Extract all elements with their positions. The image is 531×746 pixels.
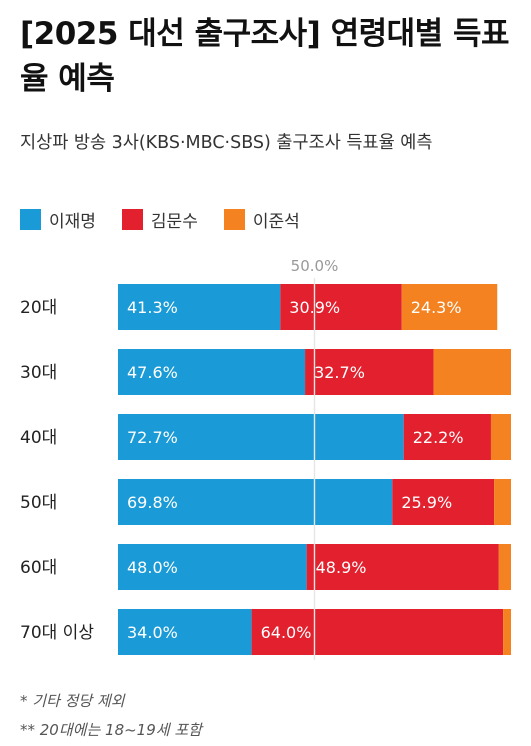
legend-label-kim-moonsoo: 김문수: [150, 211, 198, 232]
category-label-5: 60대: [20, 558, 57, 578]
legend-item-lee-junseok: 이준석: [223, 207, 300, 232]
category-label-3: 40대: [20, 428, 57, 448]
legend-item-kim-moonsoo: 김문수: [121, 207, 198, 232]
bar-segment-s2-row4: [392, 479, 495, 525]
bar-segment-s2-row1: [280, 284, 402, 330]
bar-segment-s2-row6: [251, 609, 504, 655]
bar-group: 20대 41.3% 30.9% 24.3%30대 47.6% 32.7%40대 72.7% 2…: [20, 284, 511, 655]
data-label-s1-row2: 47.6%: [127, 363, 178, 382]
bar-segment-s1-row5: [118, 544, 307, 590]
data-label-s3-row1: 24.3%: [411, 298, 462, 317]
legend-swatch-kim-moonsoo: [121, 208, 143, 230]
legend-item-lee-jaemyung: 이재명: [20, 207, 96, 232]
legend: 이재명 김문수 이준석: [20, 206, 300, 232]
bar-segment-s3-row2: [433, 349, 511, 395]
bar-segment-s3-row4: [494, 479, 511, 525]
bar-segment-s1-row4: [118, 479, 393, 525]
data-label-s2-row3: 22.2%: [413, 428, 464, 447]
category-label-4: 50대: [20, 493, 57, 513]
legend-label-lee-jaemyung: 이재명: [49, 211, 96, 232]
legend-label-lee-junseok: 이준석: [252, 211, 300, 232]
chart-subtitle: 지상파 방송 3사(KBS·MBC·SBS) 출구조사 득표율 예측: [20, 133, 433, 153]
data-label-s1-row1: 41.3%: [127, 298, 178, 317]
data-label-s2-row6: 64.0%: [261, 623, 312, 642]
chart-title: [2025 대선 출구조사] 연령대별 득표율 예측: [20, 16, 510, 97]
footnote-1: * 기타 정당 제외: [20, 692, 125, 710]
legend-swatch-lee-jaemyung: [20, 208, 41, 230]
bar-segment-s1-row6: [118, 609, 252, 655]
reference-line-label: 50.0%: [291, 257, 339, 275]
data-label-s1-row6: 34.0%: [127, 623, 178, 642]
bar-segment-s3-row6: [503, 609, 511, 655]
data-label-s2-row2: 32.7%: [314, 363, 365, 382]
bar-segment-s3-row3: [490, 414, 511, 460]
category-label-6: 70대 이상: [20, 623, 94, 643]
bar-segment-s3-row5: [498, 544, 511, 590]
data-label-s1-row3: 72.7%: [127, 428, 178, 447]
data-label-s2-row5: 48.9%: [316, 558, 367, 577]
category-label-1: 20대: [20, 298, 57, 318]
bar-segment-s2-row2: [305, 349, 434, 395]
data-label-s1-row5: 48.0%: [127, 558, 178, 577]
legend-swatch-lee-junseok: [223, 208, 245, 230]
data-label-s2-row4: 25.9%: [401, 493, 452, 512]
category-label-2: 30대: [20, 363, 57, 383]
bar-segment-s1-row2: [118, 349, 306, 395]
bar-segment-s1-row3: [118, 414, 404, 460]
data-label-s1-row4: 69.8%: [127, 493, 178, 512]
reference-line-group: 50.0%: [291, 257, 339, 660]
bar-segment-s1-row1: [118, 284, 281, 330]
bar-segment-s2-row3: [403, 414, 491, 460]
bar-segment-s2-row5: [306, 544, 499, 590]
footnote-2: ** 20대에는 18~19세 포함: [20, 721, 202, 739]
bar-segment-s3-row1: [401, 284, 498, 330]
